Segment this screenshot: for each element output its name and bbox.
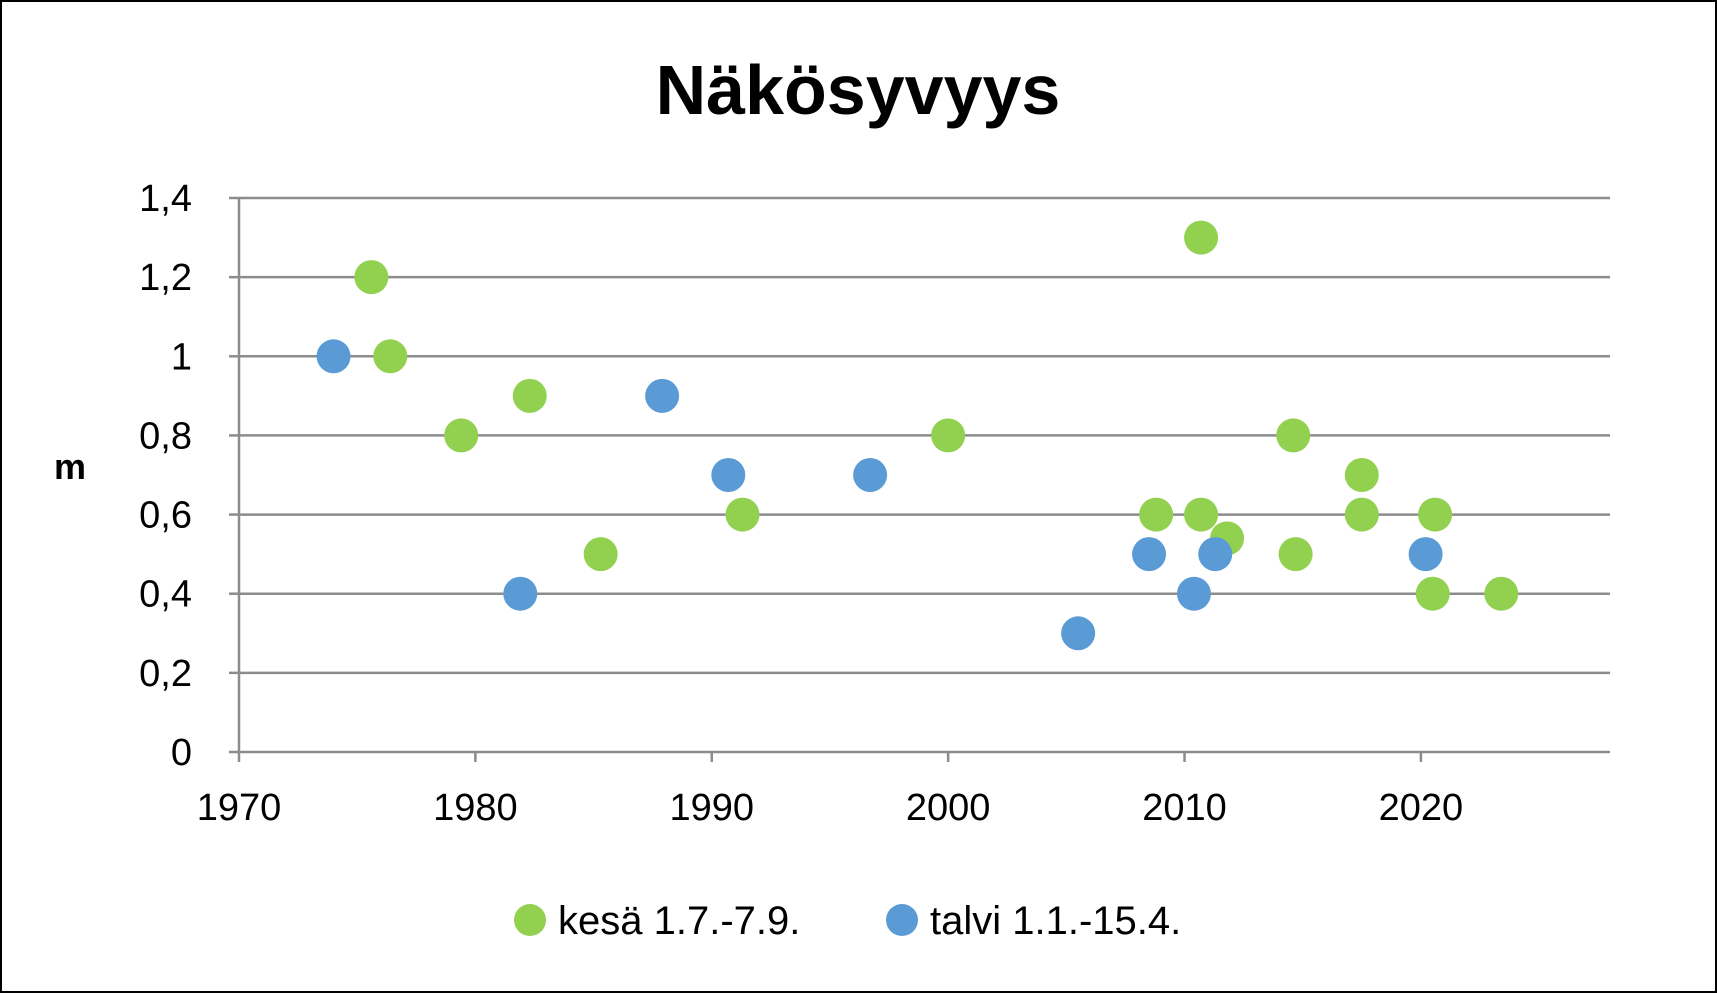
y-axis-label: m bbox=[54, 446, 86, 487]
x-tick-label: 2000 bbox=[906, 787, 991, 829]
point-talvi bbox=[1061, 616, 1096, 651]
y-tick-label: 0,4 bbox=[139, 574, 192, 616]
y-tick-label: 1,4 bbox=[139, 178, 192, 220]
point-talvi bbox=[853, 458, 888, 492]
point-kesa bbox=[1278, 537, 1313, 572]
point-talvi bbox=[1198, 537, 1233, 572]
chart-title: Näkösyvyys bbox=[656, 51, 1061, 129]
point-kesa bbox=[1415, 576, 1450, 611]
point-kesa bbox=[1344, 458, 1379, 492]
legend-marker bbox=[514, 904, 546, 936]
point-kesa bbox=[725, 497, 760, 532]
y-tick-label: 0,8 bbox=[139, 415, 192, 457]
point-talvi bbox=[503, 576, 538, 611]
point-kesa bbox=[373, 339, 408, 374]
point-kesa bbox=[512, 378, 547, 413]
point-talvi bbox=[645, 378, 680, 413]
point-kesa bbox=[444, 418, 479, 453]
legend: kesä 1.7.-7.9. talvi 1.1.-15.4. bbox=[514, 899, 1181, 943]
point-kesa bbox=[1184, 497, 1219, 532]
point-kesa bbox=[583, 537, 618, 572]
x-tick-label: 2010 bbox=[1142, 787, 1227, 829]
axes bbox=[229, 196, 1610, 762]
point-talvi bbox=[1408, 537, 1443, 572]
y-tick-label: 1,2 bbox=[139, 257, 192, 299]
y-tick-label: 0,6 bbox=[139, 495, 192, 537]
point-kesa bbox=[1139, 497, 1174, 532]
x-tick-label: 1970 bbox=[197, 787, 282, 829]
legend-label: kesä 1.7.-7.9. bbox=[558, 899, 800, 943]
point-kesa bbox=[1418, 497, 1453, 532]
point-kesa bbox=[1344, 497, 1379, 532]
point-talvi bbox=[316, 339, 351, 374]
data-points bbox=[316, 220, 1519, 651]
point-kesa bbox=[931, 418, 966, 453]
x-tick-label: 1980 bbox=[433, 787, 518, 829]
point-kesa bbox=[1184, 220, 1219, 255]
y-tick-label: 0,2 bbox=[139, 653, 192, 695]
point-talvi bbox=[1132, 537, 1167, 572]
legend-marker bbox=[886, 904, 918, 936]
legend-label: talvi 1.1.-15.4. bbox=[930, 899, 1181, 943]
point-kesa bbox=[354, 260, 389, 295]
point-talvi bbox=[711, 458, 746, 492]
y-tick-label: 1 bbox=[171, 336, 192, 378]
y-tick-label: 0 bbox=[171, 732, 192, 774]
point-kesa bbox=[1276, 418, 1311, 453]
x-tick-label: 2020 bbox=[1379, 787, 1464, 829]
tick-labels: 0 0,2 0,4 0,6 0,8 1 1,2 1,4 1970 1980 1990 2000 2010… bbox=[139, 178, 1463, 829]
point-talvi bbox=[1176, 576, 1211, 611]
x-tick-label: 1990 bbox=[669, 787, 754, 829]
point-kesa bbox=[1484, 576, 1519, 611]
